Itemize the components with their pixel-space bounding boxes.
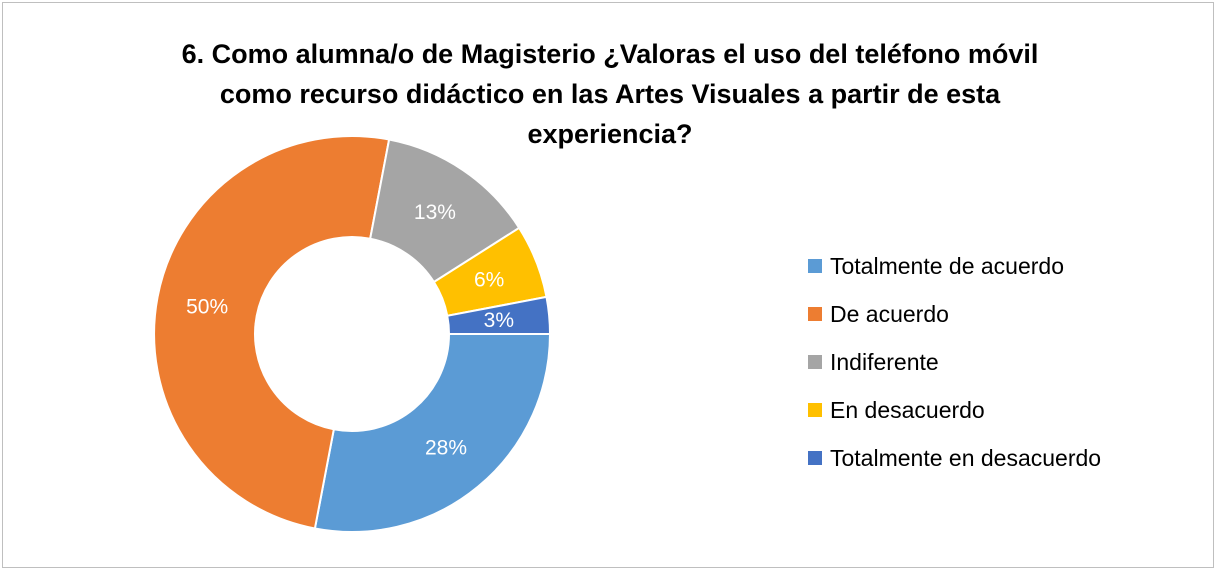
donut-slice bbox=[313, 333, 552, 533]
legend-swatch bbox=[808, 259, 822, 273]
chart-title-line-2: como recurso didáctico en las Artes Visu… bbox=[219, 79, 1001, 109]
donut-slice bbox=[446, 295, 552, 335]
donut-slice bbox=[153, 135, 391, 530]
legend-swatch bbox=[808, 403, 822, 417]
legend-item: Totalmente en desacuerdo bbox=[808, 434, 1101, 482]
legend-label: Totalmente en desacuerdo bbox=[830, 444, 1102, 471]
legend-label: Indiferente bbox=[830, 348, 939, 375]
chart-legend: Totalmente de acuerdo De acuerdo Indiferen… bbox=[808, 242, 1101, 482]
chart-title-line-3: experiencia? bbox=[527, 119, 693, 149]
slice-data-label: 3% bbox=[484, 309, 514, 332]
legend-label: En desacuerdo bbox=[830, 396, 985, 423]
legend-label: Totalmente de acuerdo bbox=[830, 252, 1064, 279]
slice-data-label: 6% bbox=[474, 269, 504, 292]
chart-title: 6. Como alumna/o de Magisterio ¿Valoras … bbox=[110, 34, 1110, 154]
legend-item: En desacuerdo bbox=[808, 386, 1101, 434]
chart-title-line-1: 6. Como alumna/o de Magisterio ¿Valoras … bbox=[181, 39, 1039, 69]
legend-item: De acuerdo bbox=[808, 290, 1101, 338]
legend-item: Indiferente bbox=[808, 338, 1101, 386]
slice-data-label: 28% bbox=[425, 437, 467, 460]
legend-label: De acuerdo bbox=[830, 300, 949, 327]
legend-swatch bbox=[808, 451, 822, 465]
legend-swatch bbox=[808, 355, 822, 369]
legend-item: Totalmente de acuerdo bbox=[808, 242, 1101, 290]
legend-swatch bbox=[808, 307, 822, 321]
slice-data-label: 13% bbox=[414, 201, 456, 224]
slice-data-label: 50% bbox=[186, 295, 228, 318]
